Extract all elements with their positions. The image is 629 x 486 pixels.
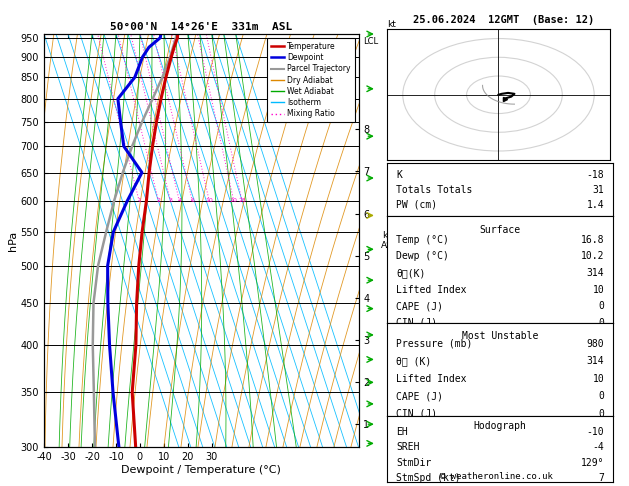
Text: 10.2: 10.2 bbox=[581, 251, 604, 261]
Text: EH: EH bbox=[396, 427, 408, 437]
Text: 4: 4 bbox=[177, 198, 181, 203]
Title: 50°00'N  14°26'E  331m  ASL: 50°00'N 14°26'E 331m ASL bbox=[110, 22, 292, 32]
Text: Hodograph: Hodograph bbox=[474, 421, 526, 431]
Text: 129°: 129° bbox=[581, 458, 604, 468]
Text: Dewp (°C): Dewp (°C) bbox=[396, 251, 448, 261]
Text: 10: 10 bbox=[206, 198, 213, 203]
Text: Surface: Surface bbox=[479, 225, 521, 235]
Legend: Temperature, Dewpoint, Parcel Trajectory, Dry Adiabat, Wet Adiabat, Isotherm, Mi: Temperature, Dewpoint, Parcel Trajectory… bbox=[267, 38, 355, 122]
Text: Temp (°C): Temp (°C) bbox=[396, 235, 448, 245]
Text: © weatheronline.co.uk: © weatheronline.co.uk bbox=[440, 472, 554, 481]
Text: PW (cm): PW (cm) bbox=[396, 200, 437, 209]
Text: 10: 10 bbox=[593, 374, 604, 383]
Text: 0: 0 bbox=[598, 301, 604, 311]
Text: θᴇ(K): θᴇ(K) bbox=[396, 268, 425, 278]
Text: 7: 7 bbox=[598, 473, 604, 483]
Text: CIN (J): CIN (J) bbox=[396, 318, 437, 328]
Text: CAPE (J): CAPE (J) bbox=[396, 301, 443, 311]
Text: 1.4: 1.4 bbox=[587, 200, 604, 209]
Text: 0: 0 bbox=[598, 318, 604, 328]
Text: 6: 6 bbox=[191, 198, 194, 203]
Text: 314: 314 bbox=[587, 356, 604, 366]
Text: 980: 980 bbox=[587, 339, 604, 348]
Text: kt: kt bbox=[387, 20, 396, 29]
Text: Lifted Index: Lifted Index bbox=[396, 374, 466, 383]
Text: K: K bbox=[396, 170, 402, 179]
Text: 25: 25 bbox=[238, 198, 246, 203]
Text: 2: 2 bbox=[157, 198, 160, 203]
Y-axis label: km
ASL: km ASL bbox=[381, 231, 398, 250]
Text: θᴇ (K): θᴇ (K) bbox=[396, 356, 431, 366]
Text: SREH: SREH bbox=[396, 442, 420, 452]
Text: 314: 314 bbox=[587, 268, 604, 278]
Text: -18: -18 bbox=[587, 170, 604, 179]
Y-axis label: hPa: hPa bbox=[8, 230, 18, 251]
Text: 0: 0 bbox=[598, 391, 604, 401]
Text: Pressure (mb): Pressure (mb) bbox=[396, 339, 472, 348]
Text: StmSpd (kt): StmSpd (kt) bbox=[396, 473, 460, 483]
Text: Most Unstable: Most Unstable bbox=[462, 330, 538, 341]
Text: CAPE (J): CAPE (J) bbox=[396, 391, 443, 401]
Text: -10: -10 bbox=[587, 427, 604, 437]
Text: 0: 0 bbox=[598, 409, 604, 418]
Text: 20: 20 bbox=[230, 198, 238, 203]
Text: 25.06.2024  12GMT  (Base: 12): 25.06.2024 12GMT (Base: 12) bbox=[413, 15, 594, 25]
Text: -4: -4 bbox=[593, 442, 604, 452]
Text: 1: 1 bbox=[137, 198, 141, 203]
Text: 16.8: 16.8 bbox=[581, 235, 604, 245]
Text: StmDir: StmDir bbox=[396, 458, 431, 468]
Text: 10: 10 bbox=[593, 284, 604, 295]
Text: Lifted Index: Lifted Index bbox=[396, 284, 466, 295]
Text: 3: 3 bbox=[169, 198, 172, 203]
X-axis label: Dewpoint / Temperature (°C): Dewpoint / Temperature (°C) bbox=[121, 465, 281, 475]
Text: Totals Totals: Totals Totals bbox=[396, 185, 472, 194]
Text: LCL: LCL bbox=[363, 37, 378, 46]
Text: CIN (J): CIN (J) bbox=[396, 409, 437, 418]
Text: 31: 31 bbox=[593, 185, 604, 194]
